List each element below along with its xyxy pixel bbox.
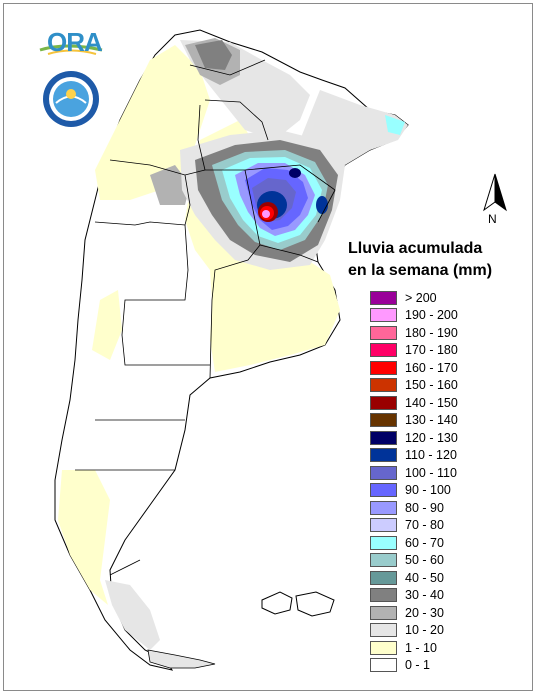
rain-190-200-core: [262, 210, 270, 218]
tierra-del-fuego: [147, 649, 216, 669]
legend-label: 170 - 180: [405, 343, 458, 358]
legend-label: 100 - 110: [405, 465, 457, 480]
legend-label: 110 - 120: [405, 448, 457, 463]
legend-swatch: [370, 360, 397, 375]
rain-30-40-north: [195, 40, 232, 70]
smn-seal-icon: [43, 71, 99, 127]
legend-item: 130 - 140: [370, 412, 510, 430]
legend-swatch: [370, 570, 397, 585]
legend-swatch: [370, 500, 397, 515]
legend-swatch: [370, 325, 397, 340]
legend-item: 170 - 180: [370, 342, 510, 360]
rain-10-20-ne: [300, 90, 408, 165]
legend-swatch: [370, 465, 397, 480]
legend-item: 40 - 50: [370, 569, 510, 587]
province-borders: [75, 59, 336, 576]
legend-item: 70 - 80: [370, 517, 510, 535]
legend-item: 90 - 100: [370, 482, 510, 500]
legend-label: 190 - 200: [405, 308, 458, 323]
legend-label: 70 - 80: [405, 518, 444, 533]
legend-item: 140 - 150: [370, 394, 510, 412]
legend-label: 30 - 40: [405, 588, 444, 603]
legend-label: 20 - 30: [405, 605, 444, 620]
legend-item: 100 - 110: [370, 464, 510, 482]
legend-label: > 200: [405, 290, 437, 305]
rainfall-legend: > 200 190 - 200 180 - 190 170 - 180 160 - 17…: [370, 289, 510, 674]
rain-110-120-north: [289, 168, 301, 178]
legend-swatch: [370, 535, 397, 550]
legend-label: 0 - 1: [405, 658, 431, 673]
legend-swatch: [370, 588, 397, 603]
legend-item: 30 - 40: [370, 587, 510, 605]
legend-item: 150 - 160: [370, 377, 510, 395]
legend-item: 60 - 70: [370, 534, 510, 552]
legend-swatch: [370, 395, 397, 410]
legend-label: 180 - 190: [405, 325, 458, 340]
legend-item: 20 - 30: [370, 604, 510, 622]
legend-swatch: [370, 448, 397, 463]
legend-swatch: [370, 290, 397, 305]
legend-item: 0 - 1: [370, 657, 510, 675]
legend-item: 50 - 60: [370, 552, 510, 570]
legend-swatch: [370, 640, 397, 655]
legend-swatch: [370, 430, 397, 445]
legend-label: 10 - 20: [405, 623, 444, 638]
legend-item: 120 - 130: [370, 429, 510, 447]
legend-label: 130 - 140: [405, 413, 458, 428]
rain-110-120-east: [316, 196, 328, 214]
legend-item: 80 - 90: [370, 499, 510, 517]
map-frame: [3, 3, 533, 691]
legend-label: 80 - 90: [405, 500, 444, 515]
legend-swatch: [370, 605, 397, 620]
legend-swatch: [370, 343, 397, 358]
legend-item: 10 - 20: [370, 622, 510, 640]
legend-swatch: [370, 518, 397, 533]
malvinas-islands: [261, 591, 335, 617]
rain-60-70-ne: [385, 115, 405, 135]
legend-item: 1 - 10: [370, 639, 510, 657]
legend-swatch: [370, 658, 397, 673]
rain-1-10-south: [58, 470, 110, 605]
legend-swatch: [370, 413, 397, 428]
legend-label: 140 - 150: [405, 395, 458, 410]
legend-item: > 200: [370, 289, 510, 307]
legend-swatch: [370, 553, 397, 568]
legend-swatch: [370, 378, 397, 393]
rain-1-10-west: [92, 290, 122, 360]
legend-item: 110 - 120: [370, 447, 510, 465]
legend-swatch: [370, 623, 397, 638]
legend-title-line1: Lluvia acumulada: [348, 240, 483, 257]
legend-item: 180 - 190: [370, 324, 510, 342]
legend-label: 90 - 100: [405, 483, 451, 498]
legend-title: Lluvia acumulada en la semana (mm): [348, 238, 518, 282]
legend-label: 1 - 10: [405, 640, 437, 655]
rain-10-20-west: [150, 165, 190, 205]
legend-swatch: [370, 483, 397, 498]
legend-item: 190 - 200: [370, 307, 510, 325]
north-arrow-icon: [483, 173, 507, 212]
legend-label: 150 - 160: [405, 378, 458, 393]
legend-label: 50 - 60: [405, 553, 444, 568]
legend-label: 60 - 70: [405, 535, 444, 550]
rain-10-20-south: [105, 580, 160, 650]
north-label: N: [488, 212, 497, 226]
legend-label: 120 - 130: [405, 430, 458, 445]
ora-logo-icon: [39, 44, 103, 55]
legend-title-line2: en la semana (mm): [348, 262, 493, 279]
legend-swatch: [370, 308, 397, 323]
legend-label: 160 - 170: [405, 360, 458, 375]
ora-logo-text: ORA: [47, 27, 103, 57]
legend-label: 40 - 50: [405, 570, 444, 585]
legend-item: 160 - 170: [370, 359, 510, 377]
